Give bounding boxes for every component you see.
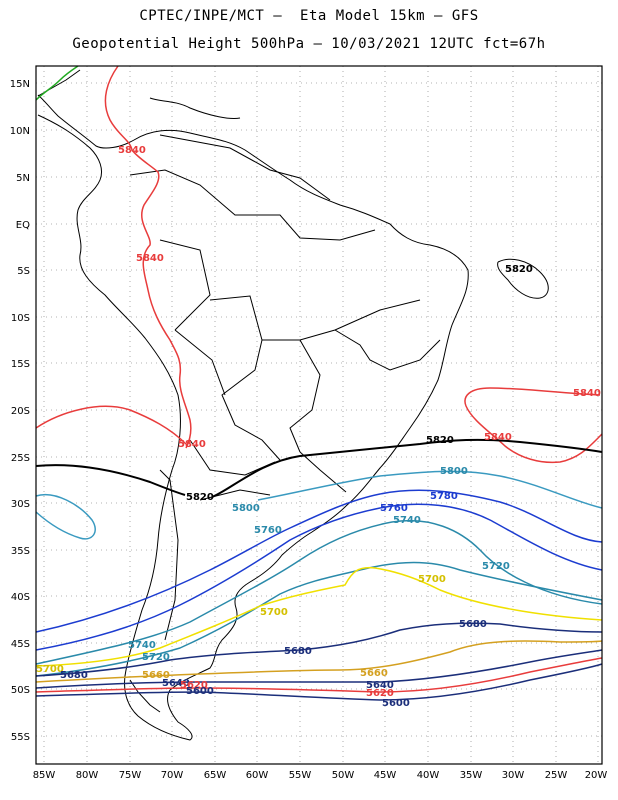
contour-label: 5640 — [162, 678, 190, 689]
lon-tick: 20W — [585, 770, 608, 781]
contour-label: 5840 — [136, 253, 164, 264]
lat-tick: 40S — [11, 592, 30, 603]
contour-label: 5680 — [60, 670, 88, 681]
lat-tick: 10S — [11, 313, 30, 324]
contour-label: 5620 — [180, 680, 208, 691]
contour-label: 5620 — [366, 688, 394, 699]
contour-label: 5760 — [380, 503, 408, 514]
contour-label: 5840 — [178, 439, 206, 450]
lat-tick: 55S — [11, 732, 30, 743]
contour-5640 — [35, 649, 603, 689]
contour-label: 5840 — [484, 432, 512, 443]
contour-green — [35, 65, 79, 101]
lon-tick: 25W — [545, 770, 568, 781]
contour-label: 5680 — [459, 619, 487, 630]
lat-tick: 50S — [11, 685, 30, 696]
contour-label: 5820 — [505, 264, 533, 275]
contour-label: 5740 — [128, 640, 156, 651]
contour-5820-main — [35, 438, 603, 498]
lat-tick: 5S — [17, 266, 30, 277]
lon-tick: 30W — [502, 770, 525, 781]
graticule — [36, 66, 602, 764]
lat-tick: 10N — [10, 126, 30, 137]
lon-tick: 45W — [374, 770, 397, 781]
contour-5800-main — [257, 470, 603, 509]
lat-tick: 15S — [11, 359, 30, 370]
lon-tick: 35W — [460, 770, 483, 781]
contour-label: 5840 — [118, 145, 146, 156]
contour-label: 5700 — [36, 664, 64, 675]
lat-tick: 30S — [11, 499, 30, 510]
contour-label: 5820 — [426, 435, 454, 446]
lon-tick: 75W — [119, 770, 142, 781]
contour-5840-andes — [104, 65, 192, 449]
contour-5840-west — [35, 405, 187, 445]
lat-tick: 5N — [16, 173, 30, 184]
contour-label: 5640 — [366, 680, 394, 691]
contour-5600 — [35, 663, 603, 701]
lon-tick: 55W — [289, 770, 312, 781]
contour-5760 — [35, 503, 603, 651]
lon-tick: 70W — [161, 770, 184, 781]
lon-tick: 50W — [332, 770, 355, 781]
contour-lines — [35, 65, 603, 701]
contour-label: 5760 — [254, 525, 282, 536]
contour-label: 5800 — [232, 503, 260, 514]
map-frame — [35, 65, 603, 765]
contour-5660 — [35, 640, 603, 683]
contour-label: 5780 — [430, 491, 458, 502]
contour-label: 5660 — [142, 670, 170, 681]
contour-label: 5680 — [284, 646, 312, 657]
contour-label: 5700 — [260, 607, 288, 618]
contour-label: 5820 — [186, 492, 214, 503]
contour-5840-east — [464, 387, 603, 464]
contour-5620 — [35, 657, 603, 693]
contour-5740 — [35, 519, 603, 665]
contour-label: 5600 — [382, 698, 410, 709]
contour-labels: 5840 5840 5820 5840 5820 5840 5840 5800 … — [36, 145, 601, 709]
lat-tick: 20S — [11, 406, 30, 417]
contour-5800-west — [35, 493, 96, 540]
contour-5780 — [35, 489, 603, 633]
contour-label: 5720 — [142, 652, 170, 663]
coastline — [37, 69, 549, 741]
contour-label: 5800 — [440, 466, 468, 477]
contour-label: 5600 — [186, 686, 214, 697]
longitude-ticks: 85W 80W 75W 70W 65W 60W 55W 50W 45W 40W … — [33, 770, 608, 781]
contour-label: 5720 — [482, 561, 510, 572]
contour-label: 5840 — [573, 388, 601, 399]
lon-tick: 80W — [76, 770, 99, 781]
contour-label: 5740 — [393, 515, 421, 526]
contour-5700 — [35, 566, 603, 667]
lat-tick: 25S — [11, 453, 30, 464]
lat-tick: 45S — [11, 639, 30, 650]
map-subtitle: Geopotential Height 500hPa – 10/03/2021 … — [72, 36, 546, 52]
latitude-ticks: 15N 10N 5N EQ 5S 10S 15S 20S 25S 30S 35S… — [10, 79, 30, 743]
lat-tick: 15N — [10, 79, 30, 90]
lon-tick: 60W — [246, 770, 269, 781]
contour-5680 — [35, 622, 603, 677]
contour-5720 — [35, 561, 603, 677]
lat-tick: EQ — [16, 220, 30, 231]
lon-tick: 40W — [417, 770, 440, 781]
lon-tick: 85W — [33, 770, 56, 781]
lat-tick: 35S — [11, 546, 30, 557]
contour-label: 5700 — [418, 574, 446, 585]
lon-tick: 65W — [204, 770, 227, 781]
contour-label: 5660 — [360, 668, 388, 679]
map-title: CPTEC/INPE/MCT – Eta Model 15km – GFS — [139, 8, 479, 24]
